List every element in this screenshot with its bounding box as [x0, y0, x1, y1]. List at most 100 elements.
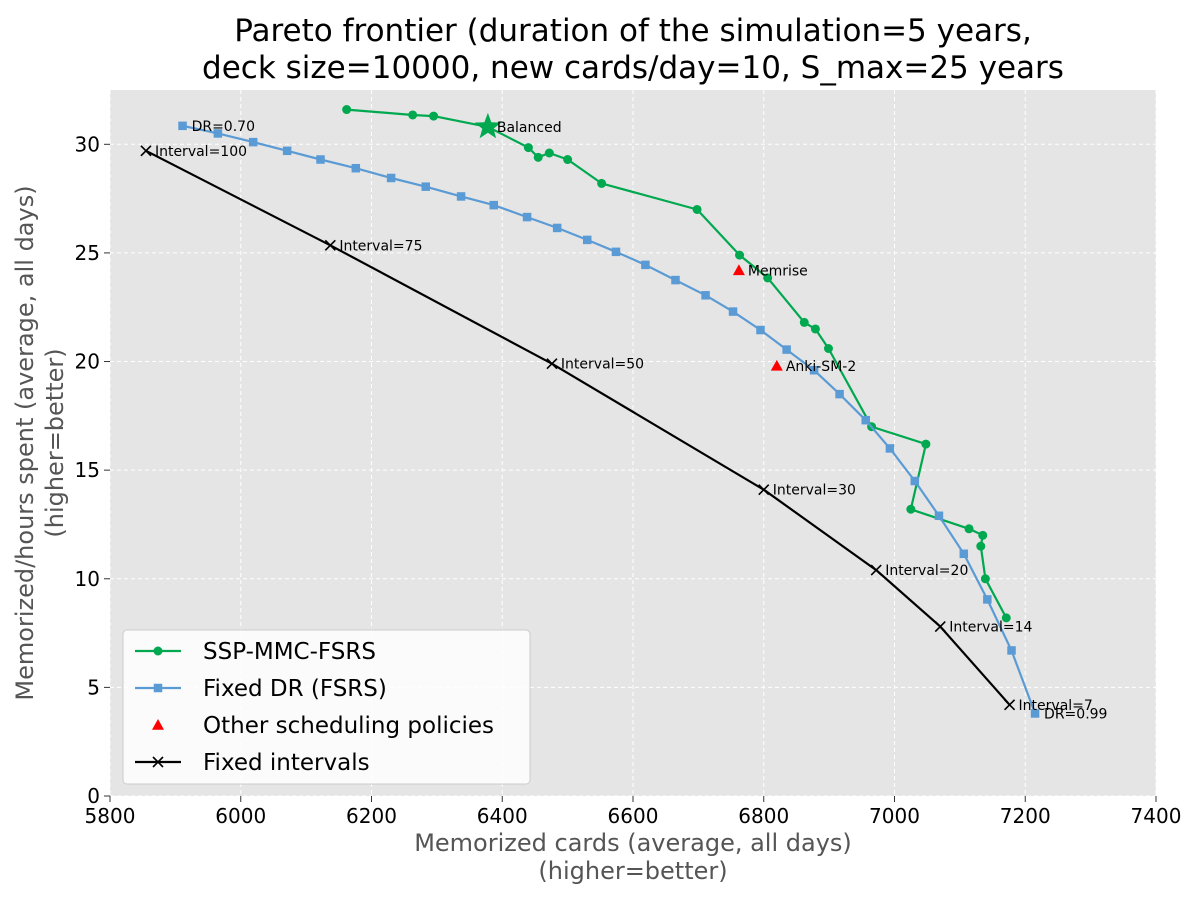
- data-point: [563, 155, 573, 165]
- series-ssp-mmc-fsrs: [342, 105, 1011, 623]
- data-point: [386, 173, 396, 183]
- legend-item: Other scheduling policies: [152, 713, 494, 739]
- data-point: [906, 504, 916, 514]
- legend-item: Fixed intervals: [135, 750, 370, 776]
- y-tick-label: 30: [75, 132, 100, 156]
- x-tick-label: 6600: [608, 804, 659, 828]
- series-fixed-dr-fsrs: [178, 121, 1040, 718]
- data-point: [910, 476, 920, 486]
- data-point: [597, 178, 607, 188]
- annotations-layer: Balanced DR=0.70 Interval=100 Interval=75 Me…: [155, 119, 1108, 723]
- y-axis-label-line-1: Memorized/hours spent (average, all days…: [11, 185, 39, 700]
- data-point: [546, 358, 558, 370]
- data-point: [701, 291, 710, 300]
- legend-label: SSP-MMC-FSRS: [203, 639, 376, 665]
- data-point: [964, 524, 974, 534]
- data-point: [1001, 613, 1011, 623]
- data-point: [552, 223, 562, 233]
- data-point: [983, 595, 992, 604]
- annotation-label: DR=0.99: [1044, 706, 1107, 722]
- y-tick-label: 0: [87, 784, 100, 808]
- y-tick-label: 10: [75, 567, 100, 591]
- data-point: [799, 317, 809, 327]
- annotation-label: Interval=7: [1019, 698, 1093, 714]
- annotation-label: Balanced: [497, 120, 562, 136]
- data-point: [489, 200, 499, 210]
- annotation-label: Interval=30: [773, 483, 856, 499]
- annotation-label: DR=0.70: [192, 119, 255, 135]
- x-tick-label: 5800: [85, 804, 136, 828]
- legend-box: [122, 629, 531, 785]
- x-axis-label-line-2: (higher=better): [538, 857, 727, 885]
- data-point: [544, 148, 554, 158]
- data-point: [1030, 709, 1040, 718]
- data-point: [324, 239, 336, 251]
- data-point: [351, 163, 361, 173]
- legend-item: Fixed DR (FSRS): [135, 676, 387, 702]
- x-tick-label: 6400: [477, 804, 528, 828]
- data-point: [582, 235, 592, 245]
- x-axis-label-line-1: Memorized cards (average, all days): [414, 829, 852, 857]
- data-point: [641, 260, 650, 270]
- annotation-label: Interval=14: [949, 620, 1032, 636]
- legend-marker: [152, 719, 164, 730]
- data-point: [810, 324, 820, 334]
- series-line: [182, 124, 1037, 714]
- balanced-star-marker: [474, 112, 502, 139]
- y-axis-label-line-2: (higher=better): [41, 348, 69, 537]
- data-point: [978, 530, 988, 540]
- data-point: [980, 574, 990, 584]
- data-point: [421, 182, 431, 191]
- legend-marker: [153, 683, 163, 693]
- data-point: [429, 111, 439, 121]
- data-point: [140, 145, 152, 157]
- series-layer: [140, 105, 1040, 718]
- y-tick-label: 5: [87, 675, 100, 699]
- data-point: [885, 444, 895, 453]
- annotation-label: Interval=50: [561, 357, 644, 373]
- data-point: [959, 549, 969, 559]
- data-point: [756, 325, 765, 335]
- data-point: [934, 620, 946, 633]
- data-point: [1003, 699, 1016, 711]
- data-point: [976, 541, 986, 551]
- data-point: [213, 129, 223, 138]
- data-point: [523, 143, 533, 153]
- data-point: [763, 273, 773, 283]
- data-point: [248, 137, 258, 147]
- legend-item: SSP-MMC-FSRS: [135, 639, 376, 665]
- data-point: [921, 439, 931, 449]
- data-point: [282, 146, 292, 156]
- data-point: [522, 212, 532, 222]
- data-point: [870, 564, 882, 576]
- data-point: [611, 247, 621, 257]
- annotation-label: Memrise: [748, 263, 808, 279]
- data-point: [770, 359, 783, 371]
- x-tick-label: 6800: [738, 804, 789, 828]
- data-point: [408, 110, 418, 120]
- y-tick-label: 20: [75, 350, 100, 374]
- legend-marker: [152, 756, 164, 768]
- data-point: [692, 204, 702, 214]
- data-point: [782, 345, 791, 354]
- data-point: [178, 121, 187, 131]
- data-point: [1007, 646, 1016, 655]
- data-point: [861, 415, 870, 425]
- data-point: [533, 152, 543, 162]
- y-tick-label: 25: [75, 241, 100, 265]
- data-point: [316, 155, 325, 164]
- legend-label: Fixed DR (FSRS): [203, 676, 387, 702]
- data-point: [342, 105, 352, 115]
- x-tick-label: 7000: [869, 804, 920, 828]
- data-point: [732, 264, 745, 276]
- data-point: [671, 275, 680, 285]
- annotation-label: Interval=100: [155, 144, 247, 160]
- x-tick-label: 7400: [1131, 804, 1182, 828]
- data-point: [728, 307, 738, 316]
- annotation-label: Interval=20: [885, 563, 968, 579]
- x-tick-label: 6000: [215, 804, 266, 828]
- annotation-label: Anki-SM-2: [786, 359, 856, 375]
- annotation-label: Interval=75: [339, 238, 422, 254]
- y-tick-label: 15: [75, 458, 100, 482]
